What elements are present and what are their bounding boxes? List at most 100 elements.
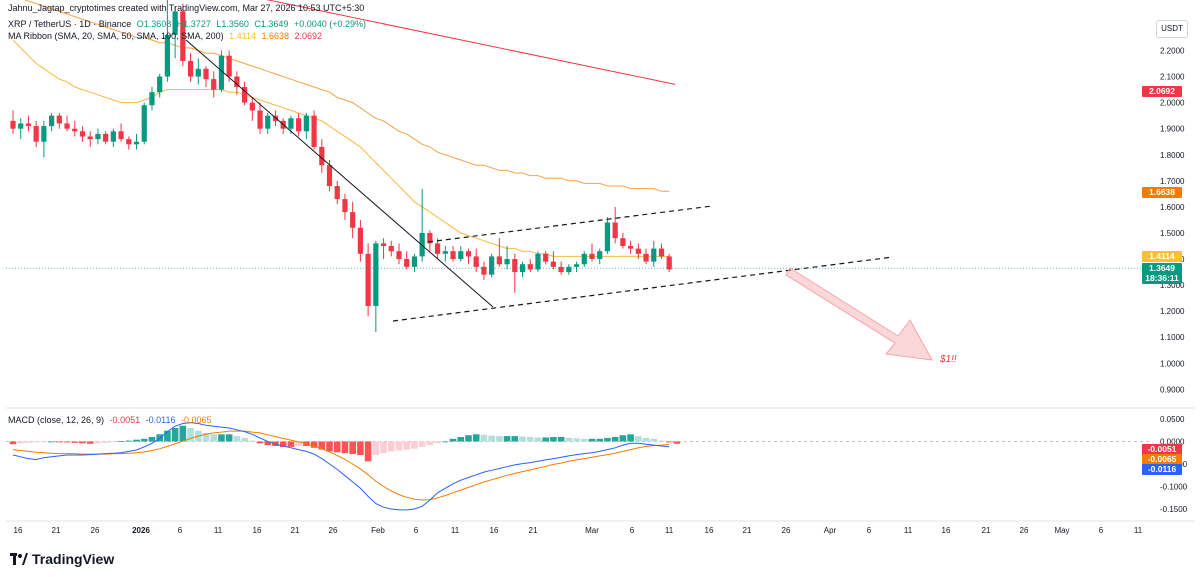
candle-body [18, 123, 24, 129]
macd-hist-bar [71, 441, 79, 443]
macd-hist-bar [557, 437, 565, 442]
tradingview-wordmark: TradingView [32, 551, 115, 567]
time-tick-label: 6 [630, 526, 635, 535]
ma-ribbon-label: MA Ribbon (SMA, 20, SMA, 50, SMA, 100, S… [8, 31, 224, 41]
macd-hist-bar [287, 441, 295, 447]
down-arrow [785, 267, 933, 361]
candle-body [651, 248, 657, 262]
ma-ribbon-legend[interactable]: MA Ribbon (SMA, 20, SMA, 50, SMA, 100, S… [8, 31, 325, 41]
ma20-price-badge: 1.4114 [1142, 251, 1182, 262]
time-axis[interactable]: 16 21 26 2026 6 11 16 21 26 Feb 6 11 16 21 Mar 6 11 16 21 2… [14, 526, 1143, 535]
time-tick-label: 26 [782, 526, 791, 535]
candle-body [342, 199, 348, 213]
price-tick-label: 1.5000 [1160, 229, 1185, 238]
price-tick-label: 2.2000 [1160, 46, 1185, 55]
open-value: O1.3608 [136, 19, 172, 29]
macd-tick-label: -0.1500 [1160, 505, 1188, 514]
candle-body [573, 264, 580, 267]
ma100-price-badge: 2.0692 [1142, 86, 1182, 97]
time-tick-label: Apr [824, 526, 837, 535]
macd-hist-bar [395, 441, 403, 451]
candle-body [628, 245, 634, 249]
time-tick-label: 21 [529, 526, 538, 535]
macd-hist-bar [472, 434, 480, 442]
macd-hist-bar [573, 438, 580, 442]
candle-body [419, 232, 425, 257]
macd-hist-value: -0.0051 [109, 415, 141, 425]
macd-hist-bar [519, 436, 526, 442]
candle-body [435, 243, 441, 254]
candle-body [218, 55, 225, 90]
macd-hist-bar [210, 434, 218, 442]
macd-hist-bar [403, 441, 411, 450]
time-tick-label: 21 [52, 526, 61, 535]
macd-hist-bar [102, 441, 109, 443]
macd-hist-bar [434, 441, 441, 444]
price-tick-label: 1.9000 [1160, 125, 1185, 134]
candle-body [334, 186, 340, 200]
time-tick-label: 21 [982, 526, 991, 535]
macd-hist-bar [465, 435, 472, 442]
time-tick-label: 11 [451, 526, 460, 535]
ma100-value: 2.0692 [294, 31, 323, 41]
macd-tick-label: -0.1000 [1160, 483, 1188, 492]
candle-body [326, 165, 333, 187]
macd-hist-bar [503, 436, 511, 442]
candle-body [620, 238, 626, 246]
price-tick-label: 1.7000 [1160, 177, 1185, 186]
macd-hist-bar [442, 441, 449, 443]
macd-hist-bar [658, 440, 665, 442]
candle-body [357, 227, 363, 254]
macd-hist-bar [125, 440, 133, 442]
candle-body [211, 79, 217, 90]
candle-body [242, 86, 248, 103]
candle-body [72, 128, 78, 132]
trend-drawings [185, 39, 933, 361]
last-price-badge: 1.3649 [1142, 263, 1182, 274]
candle-body [180, 11, 186, 61]
candle-body [126, 139, 132, 145]
macd-hist-bar [364, 441, 372, 462]
time-tick-label: 6 [867, 526, 872, 535]
currency-button[interactable]: USDT [1156, 20, 1188, 38]
tradingview-logo[interactable]: TradingView [10, 551, 114, 567]
macd-hist-bar [110, 441, 117, 443]
candle-body [257, 110, 263, 129]
time-tick-label: 16 [490, 526, 499, 535]
macd-pane [9, 422, 681, 511]
candle-body [643, 253, 649, 262]
candle-body [442, 251, 448, 254]
time-tick-label: 11 [665, 526, 674, 535]
macd-label: MACD (close, 12, 26, 9) [8, 415, 105, 425]
macd-hist-bar [79, 441, 86, 444]
candle-body [535, 253, 541, 270]
candle-body [473, 256, 479, 267]
time-tick-label: 11 [214, 526, 223, 535]
candle-body [411, 256, 418, 267]
candle-body [157, 76, 163, 93]
candle-body [450, 251, 456, 260]
candle-body [373, 243, 379, 306]
price-tick-label: 1.2000 [1160, 307, 1185, 316]
macd-tick-label: 0.0000 [1160, 438, 1185, 447]
macd-hist-bar [411, 441, 418, 449]
macd-hist-bar [310, 441, 318, 448]
candle-body [195, 68, 201, 77]
ohlc-legend[interactable]: XRP / TetherUS · 1D · Binance O1.3608 H1… [8, 19, 369, 29]
macd-hist-bar [279, 441, 287, 447]
candle-body [550, 261, 556, 267]
macd-hist-bar [164, 430, 171, 442]
time-tick-label: 21 [743, 526, 752, 535]
candle-body [658, 248, 665, 257]
macd-hist-bar [550, 437, 557, 442]
macd-hist-bar [349, 441, 356, 455]
ma100-line [266, 0, 676, 85]
high-value: H1.3727 [176, 19, 211, 29]
candle-body [41, 126, 47, 142]
candle-body [234, 76, 240, 87]
price-tick-label: 0.9000 [1160, 385, 1185, 394]
macd-legend[interactable]: MACD (close, 12, 26, 9) -0.0051 -0.0116 … [8, 415, 215, 425]
